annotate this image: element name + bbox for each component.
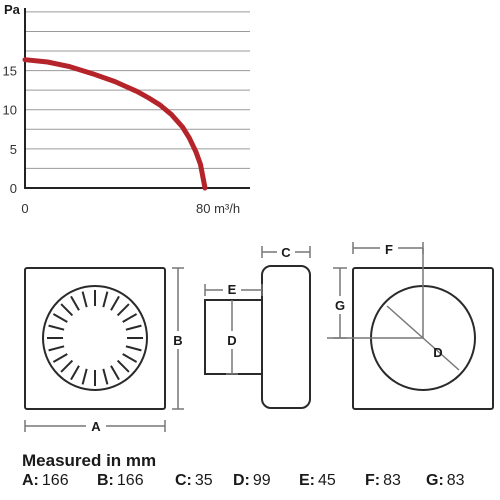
front-view <box>24 267 166 410</box>
dimension-g-label: G <box>335 298 345 313</box>
y-tick-label: 10 <box>3 103 17 118</box>
grille-slat <box>116 303 130 317</box>
x-tick-label: 0 <box>21 201 28 216</box>
side-view <box>204 265 311 409</box>
grille-slat <box>122 313 138 323</box>
x-tick-label: 80 m³/h <box>196 201 240 216</box>
pressure-curve <box>22 57 208 191</box>
dimension-e: E <box>204 280 263 297</box>
dimension-d-side: D <box>224 300 240 375</box>
front-grille-circle <box>42 285 148 391</box>
measurement-f: F: 83 <box>365 472 401 489</box>
dimension-f: F <box>352 240 424 257</box>
y-tick-label: 5 <box>10 142 17 157</box>
back-view <box>327 248 494 410</box>
y-tick-labels: 0 5 10 15 <box>3 64 17 196</box>
measurement-d: D: 99 <box>233 472 271 489</box>
dimension-c-label: C <box>281 245 291 260</box>
grille-slat <box>52 353 68 363</box>
grille-slat <box>60 303 74 317</box>
grille-slat <box>48 345 65 352</box>
measurements-title: Measured in mm <box>22 451 157 470</box>
side-housing <box>261 265 311 409</box>
chart-series <box>22 57 208 191</box>
grille-slat <box>52 313 68 323</box>
grille-slat <box>110 295 120 311</box>
dimension-b-label: B <box>173 333 182 348</box>
grille-slat <box>102 368 109 385</box>
front-housing <box>24 267 166 410</box>
dimension-d-side-label: D <box>227 333 236 348</box>
y-tick-label: 0 <box>10 181 17 196</box>
pressure-flow-chart: Pa 0 5 10 15 0 80 m³/h <box>3 2 250 216</box>
measurement-g: G: 83 <box>426 472 465 489</box>
grille-slat <box>102 291 109 308</box>
measurement-a: A: 166 <box>22 472 69 489</box>
y-axis-unit: Pa <box>4 2 21 17</box>
grille-slat <box>110 365 120 381</box>
dimension-d-back-label: D <box>433 345 442 360</box>
grille-slat <box>125 345 142 352</box>
grille-slat <box>122 353 138 363</box>
grille-slat <box>60 359 74 373</box>
grille-slat <box>70 365 80 381</box>
dimension-a-label: A <box>91 419 101 434</box>
measurement-e: E: 45 <box>299 472 336 489</box>
dimension-f-label: F <box>385 242 393 257</box>
dimension-e-label: E <box>228 282 237 297</box>
x-tick-labels: 0 80 m³/h <box>21 201 240 216</box>
dimension-a: A <box>24 417 166 434</box>
grille-slat <box>81 368 88 385</box>
y-tick-label: 15 <box>3 64 17 79</box>
measurement-b: B: 166 <box>97 472 144 489</box>
dimension-g: G <box>331 267 349 339</box>
dimension-b: B <box>170 267 186 410</box>
grille-slat <box>116 359 130 373</box>
grille-slat <box>70 295 80 311</box>
grille-slat <box>48 324 65 331</box>
grille-slats <box>47 290 143 386</box>
grille-slat <box>81 291 88 308</box>
dimension-c: C <box>261 243 311 260</box>
measurement-c: C: 35 <box>175 472 213 489</box>
grille-slat <box>125 324 142 331</box>
